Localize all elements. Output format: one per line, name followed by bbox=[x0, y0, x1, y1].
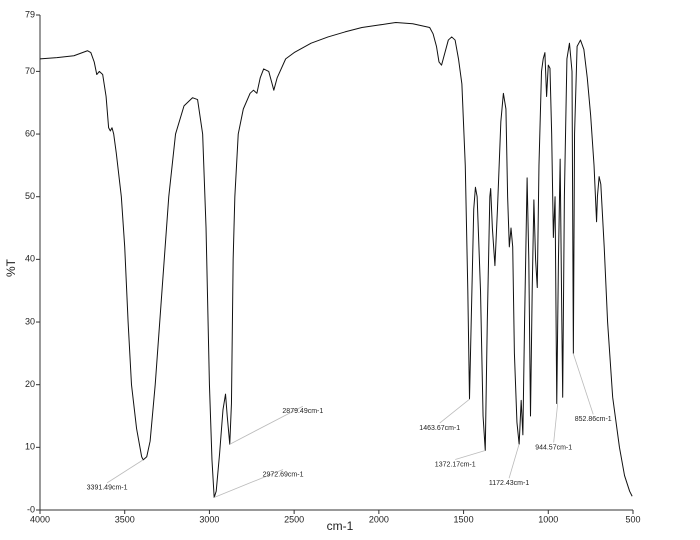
peak-leader bbox=[572, 353, 594, 415]
peak-leader bbox=[455, 450, 486, 460]
peak-label: 1172.43cm-1 bbox=[489, 480, 529, 487]
y-tick-label: 40 bbox=[25, 254, 35, 264]
peak-label: 3391.49cm-1 bbox=[87, 485, 128, 492]
y-tick-label: -0 bbox=[27, 504, 35, 514]
y-tick-label: 70 bbox=[25, 66, 35, 76]
peak-label: 2972.69cm-1 bbox=[263, 471, 304, 478]
peak-leader bbox=[508, 444, 520, 479]
x-tick-label: 2000 bbox=[369, 514, 389, 524]
peak-leader bbox=[106, 459, 144, 484]
peak-leader bbox=[213, 469, 284, 498]
x-axis-title: cm-1 bbox=[327, 519, 354, 533]
peak-label: 1463.67cm-1 bbox=[419, 425, 460, 432]
peak-label: 2879.49cm-1 bbox=[282, 408, 323, 415]
y-tick-label: 50 bbox=[25, 191, 35, 201]
x-tick-label: 1500 bbox=[454, 514, 474, 524]
peak-leader bbox=[553, 403, 559, 443]
peak-label: 852.86cm-1 bbox=[575, 416, 612, 423]
peak-leader bbox=[229, 405, 304, 445]
y-tick-label: 60 bbox=[25, 128, 35, 138]
x-tick-label: 2500 bbox=[284, 514, 304, 524]
y-axis-title: %T bbox=[4, 258, 18, 277]
y-tick-label: 20 bbox=[25, 379, 35, 389]
spectrum-line bbox=[39, 22, 633, 498]
y-tick-label: 79 bbox=[25, 9, 35, 19]
y-tick-label: 30 bbox=[25, 316, 35, 326]
x-tick-label: 3500 bbox=[115, 514, 135, 524]
x-tick-label: 1000 bbox=[538, 514, 558, 524]
y-tick-label: 10 bbox=[25, 442, 35, 452]
x-tick-label: 4000 bbox=[30, 514, 50, 524]
peak-label: 1372.17cm-1 bbox=[435, 461, 476, 468]
x-tick-label: 500 bbox=[625, 514, 640, 524]
x-tick-label: 3000 bbox=[199, 514, 219, 524]
peak-leader bbox=[439, 398, 470, 424]
peak-label: 944.57cm-1 bbox=[535, 444, 572, 451]
